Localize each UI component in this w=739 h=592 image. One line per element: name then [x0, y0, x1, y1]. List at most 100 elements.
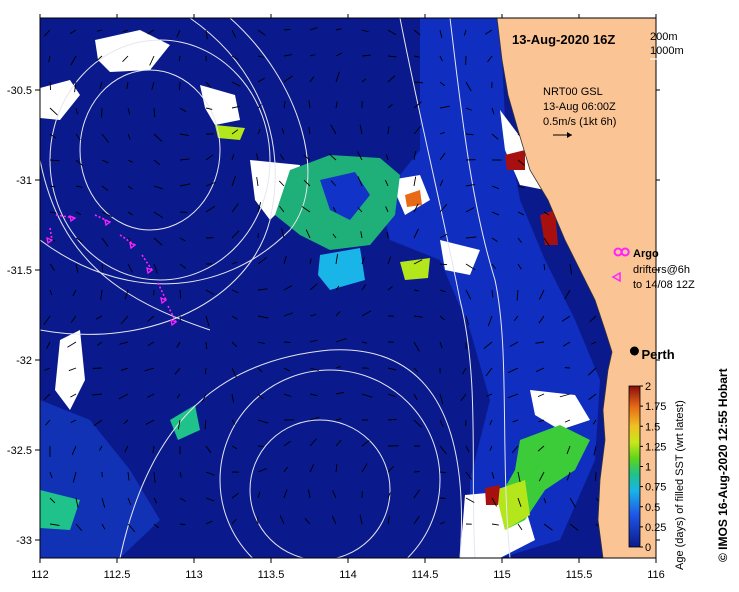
current-scale-arrow: [553, 132, 572, 138]
lat-tick-label: -31: [16, 175, 32, 187]
current-vector: [309, 367, 319, 372]
lon-tick-label: 114.5: [412, 569, 439, 581]
current-vector: [70, 55, 77, 66]
current-vector: [413, 228, 419, 239]
current-vector: [231, 289, 239, 294]
current-vector: [361, 257, 365, 265]
current-vector: [124, 289, 129, 300]
lat-tick-label: -32: [16, 355, 32, 367]
current-vector: [491, 185, 500, 190]
current-vector: [46, 341, 51, 349]
current-vector: [517, 523, 523, 531]
current-vector: [489, 445, 493, 451]
contour-line: [40, 159, 211, 331]
current-vector: [335, 253, 339, 265]
current-vector: [205, 289, 215, 296]
current-vector: [205, 205, 216, 213]
current-vector: [257, 288, 268, 291]
current-vector: [96, 341, 103, 346]
current-vector: [439, 29, 443, 39]
current-vector: [257, 315, 269, 319]
current-vector: [517, 159, 525, 166]
current-vector: [538, 419, 545, 423]
current-vector: [153, 107, 156, 118]
current-vector: [101, 523, 106, 530]
current-vector: [413, 151, 417, 161]
current-vector: [357, 151, 363, 161]
current-vector: [283, 312, 294, 317]
current-vector: [439, 152, 446, 161]
current-vector: [257, 128, 261, 135]
current-vector: [309, 464, 315, 473]
contour-line: [449, 18, 511, 558]
contour-line: [119, 349, 462, 558]
current-vector: [309, 54, 316, 57]
drifter-track-segment: [55, 214, 76, 219]
colorbar-tick-label: 0: [645, 542, 651, 554]
current-vector: [543, 263, 546, 271]
current-vector: [179, 523, 186, 526]
current-vector: [147, 315, 155, 322]
current-vector: [177, 419, 181, 430]
current-vector: [231, 55, 239, 61]
current-vector: [101, 107, 103, 118]
current-vector: [147, 341, 155, 347]
drifter-position-marker: [146, 266, 154, 275]
current-vector: [413, 515, 420, 525]
current-vector: [283, 256, 287, 265]
current-vector: [330, 180, 337, 187]
current-vector: [127, 497, 132, 505]
lat-tick-label: -32.5: [7, 445, 32, 457]
current-vector: [283, 285, 293, 291]
current-vector: [439, 419, 444, 427]
current-vector: [439, 315, 445, 321]
current-vector: [205, 341, 208, 350]
current-vector: [70, 393, 77, 398]
current-vector: [205, 445, 212, 454]
current-vector: [283, 54, 293, 57]
current-vector: [413, 29, 421, 36]
current-vector: [413, 315, 423, 318]
lon-tick-label: 112: [31, 569, 49, 581]
current-vector: [309, 283, 318, 291]
argo-legend-label: Argo: [633, 248, 659, 260]
current-vector: [231, 341, 238, 348]
current-vector: [99, 445, 103, 451]
current-vector: [231, 81, 241, 87]
drifter-position-marker: [69, 214, 77, 223]
current-vector: [309, 393, 318, 397]
current-vector: [283, 75, 293, 83]
current-vector: [384, 179, 389, 187]
current-vector: [43, 393, 51, 401]
current-vector: [569, 263, 573, 275]
sst-age-patch-orange: [405, 190, 422, 207]
sst-age-patch-teal: [170, 405, 200, 440]
current-vector: [174, 367, 181, 375]
current-vector: [123, 419, 129, 424]
current-vector: [283, 28, 291, 31]
drifter-position-marker: [104, 218, 112, 227]
current-vector: [231, 519, 237, 525]
current-vector: [439, 81, 445, 87]
current-vector: [67, 341, 77, 348]
current-vector: [153, 263, 158, 274]
current-vector: [257, 491, 261, 499]
current-vector: [564, 419, 571, 423]
depth-legend-1000m: 1000m: [650, 45, 684, 57]
lon-tick-label: 112.5: [104, 569, 131, 581]
current-vector: [487, 55, 493, 63]
current-vector: [231, 315, 238, 320]
current-vector: [231, 393, 235, 403]
current-vector: [49, 133, 57, 139]
current-vector: [387, 29, 397, 36]
current-vector: [74, 81, 77, 93]
current-vector: [516, 289, 519, 301]
current-vector: [465, 289, 472, 300]
current-vector: [413, 419, 422, 428]
current-vector: [49, 263, 55, 271]
current-vector: [179, 158, 190, 161]
sst-age-patch-yellowgreen: [495, 480, 530, 530]
current-vector: [231, 230, 240, 239]
current-vector: [257, 201, 262, 213]
current-vector: [491, 237, 498, 242]
